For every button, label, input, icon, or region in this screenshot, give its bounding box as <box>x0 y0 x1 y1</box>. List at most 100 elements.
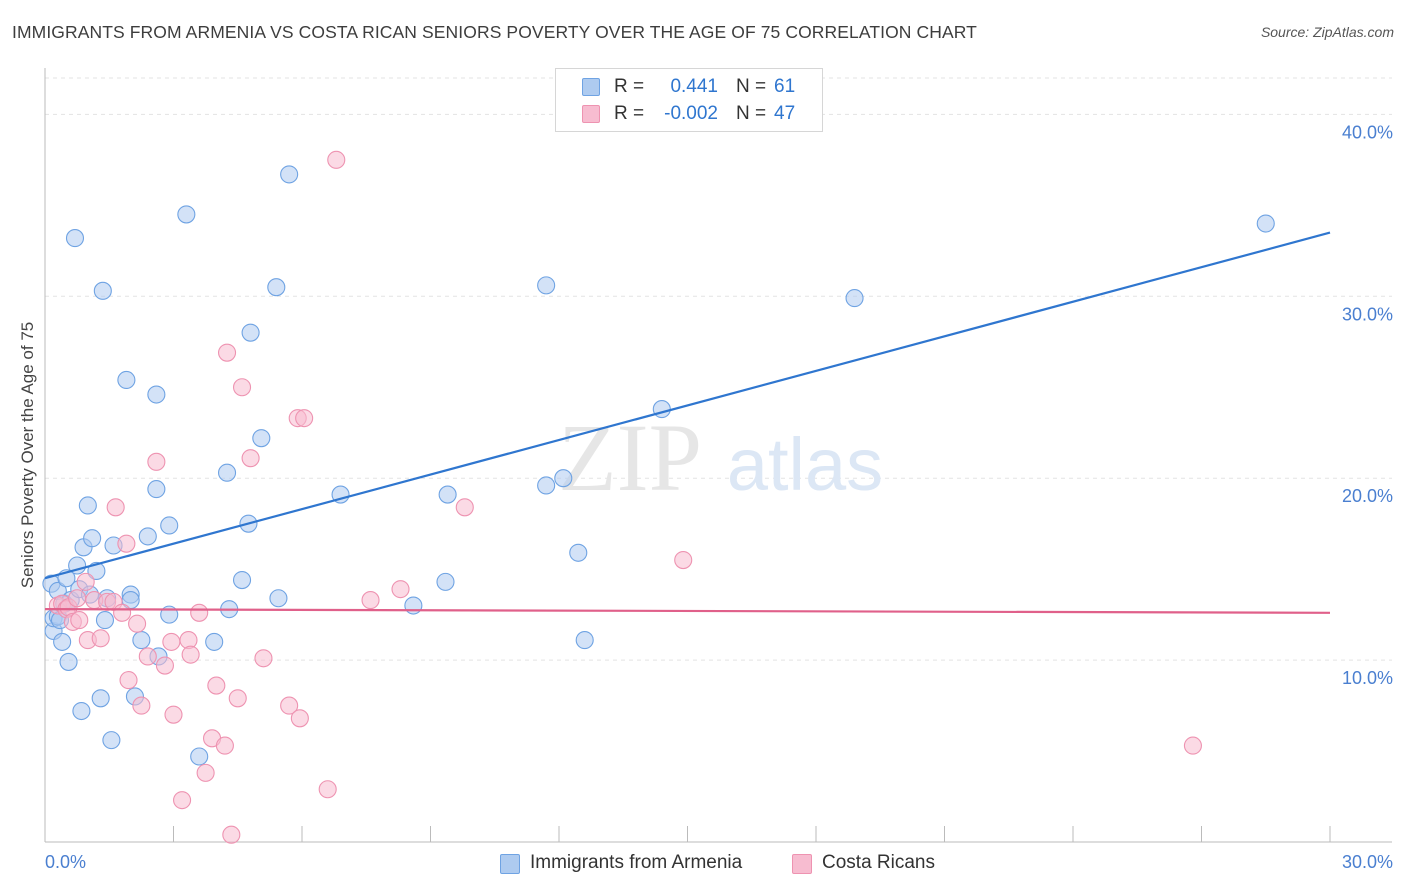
point-armenia <box>537 476 556 495</box>
point-costa-ricans <box>391 580 410 599</box>
source-label: Source: ZipAtlas.com <box>1260 24 1394 40</box>
point-costa-ricans <box>155 656 174 675</box>
point-armenia <box>102 731 121 750</box>
point-armenia <box>569 543 588 562</box>
point-armenia <box>83 529 102 548</box>
point-armenia <box>252 429 271 448</box>
trend-layer <box>44 231 1331 614</box>
point-costa-ricans <box>138 647 157 666</box>
y-tick-label: 30.0% <box>1342 304 1393 324</box>
point-costa-ricans <box>132 696 151 715</box>
point-armenia <box>132 631 151 650</box>
point-costa-ricans <box>1183 736 1202 755</box>
point-costa-ricans <box>147 452 166 471</box>
point-costa-ricans <box>280 696 299 715</box>
point-costa-ricans <box>162 632 181 651</box>
point-armenia <box>78 496 97 515</box>
point-costa-ricans <box>70 611 89 630</box>
point-costa-ricans <box>68 589 87 608</box>
point-costa-ricans <box>674 550 693 570</box>
point-armenia <box>177 205 196 224</box>
point-costa-ricans <box>119 671 138 690</box>
point-costa-ricans <box>215 736 234 755</box>
point-armenia <box>404 596 423 615</box>
point-costa-ricans <box>164 705 183 724</box>
watermark-atlas: atlas <box>727 423 883 506</box>
point-armenia <box>205 632 224 651</box>
watermark: ZIP atlas <box>558 404 883 511</box>
point-armenia <box>438 485 457 504</box>
stats-row-costa-ricans: R = -0.002 N = 47 <box>556 100 822 126</box>
tick-labels: 10.0% 20.0% 30.0% 40.0% 0.0% 30.0% <box>45 122 1393 872</box>
point-costa-ricans <box>207 676 226 695</box>
point-armenia <box>53 632 72 651</box>
r-label: R = <box>614 76 645 97</box>
point-armenia <box>59 652 78 671</box>
point-armenia <box>147 480 166 499</box>
trend-line-armenia <box>44 231 1331 580</box>
point-armenia <box>190 747 209 766</box>
n-value: 47 <box>774 103 796 124</box>
point-armenia <box>117 370 136 390</box>
point-armenia <box>65 229 85 248</box>
stats-box: R = 0.441 N = 61 R = -0.002 N = 47 <box>555 68 823 132</box>
stats-swatch-costa-ricans <box>582 105 600 123</box>
r-value: 0.441 <box>670 76 718 97</box>
point-costa-ricans <box>232 378 252 397</box>
point-costa-ricans <box>361 591 380 610</box>
point-armenia <box>72 701 91 721</box>
point-costa-ricans <box>290 709 309 728</box>
point-armenia <box>1256 214 1275 233</box>
point-costa-ricans <box>106 498 125 517</box>
r-value: -0.002 <box>664 103 718 124</box>
point-costa-ricans <box>196 763 215 782</box>
point-armenia <box>95 611 115 630</box>
point-armenia <box>241 323 260 342</box>
point-armenia <box>93 281 112 300</box>
stats-row-armenia: R = 0.441 N = 61 <box>556 73 822 99</box>
legend-label-armenia: Immigrants from Armenia <box>530 852 743 873</box>
point-costa-ricans <box>295 409 314 428</box>
point-armenia <box>845 289 864 308</box>
point-armenia <box>280 165 299 184</box>
point-costa-ricans <box>91 629 110 648</box>
point-armenia <box>232 571 252 590</box>
trend-line-costa-ricans <box>44 608 1331 614</box>
point-costa-ricans <box>173 791 192 810</box>
point-costa-ricans <box>76 572 95 591</box>
point-armenia <box>554 469 573 488</box>
n-label: N = <box>736 76 767 97</box>
point-costa-ricans <box>254 649 273 668</box>
chart-title: IMMIGRANTS FROM ARMENIA VS COSTA RICAN S… <box>12 22 977 42</box>
point-armenia <box>138 527 157 546</box>
point-armenia <box>267 278 286 297</box>
point-costa-ricans <box>318 780 337 799</box>
point-costa-ricans <box>181 645 200 664</box>
point-costa-ricans <box>327 150 346 169</box>
point-costa-ricans <box>455 498 474 517</box>
point-armenia <box>575 631 594 650</box>
axes <box>44 68 1392 843</box>
point-armenia <box>537 276 556 295</box>
point-armenia <box>160 516 179 535</box>
legend-swatch-costa-ricans <box>792 854 812 874</box>
point-armenia <box>269 589 288 608</box>
point-costa-ricans <box>113 603 132 622</box>
point-costa-ricans <box>228 689 247 708</box>
r-label: R = <box>614 103 645 124</box>
x-tick-label: 0.0% <box>45 852 86 872</box>
y-tick-label: 10.0% <box>1342 668 1393 688</box>
point-armenia <box>147 385 166 404</box>
points-layer <box>42 150 1275 844</box>
y-tick-label: 20.0% <box>1342 486 1393 506</box>
legend-swatch-armenia <box>500 854 520 874</box>
point-armenia <box>436 572 455 591</box>
n-value: 61 <box>774 76 796 97</box>
point-armenia <box>87 561 106 581</box>
point-costa-ricans <box>222 825 241 844</box>
point-armenia <box>217 463 237 482</box>
legend-label-costa-ricans: Costa Ricans <box>822 852 935 873</box>
point-costa-ricans <box>117 534 136 553</box>
point-costa-ricans <box>190 603 209 622</box>
